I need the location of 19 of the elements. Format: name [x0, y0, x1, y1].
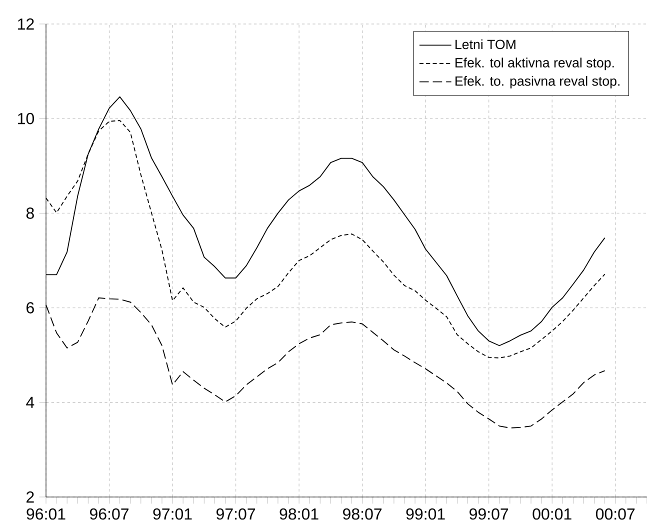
- x-tick-label: 00:07: [596, 508, 635, 520]
- x-tick-label: 98:07: [343, 508, 382, 520]
- x-tick-label: 98:01: [280, 508, 318, 520]
- x-tick-label: 97:01: [153, 508, 192, 520]
- x-tick-label: 99:01: [406, 508, 445, 520]
- y-tick-label: 6: [26, 302, 34, 314]
- x-tick-label: 97:07: [216, 508, 255, 520]
- y-tick-label: 12: [18, 18, 34, 30]
- x-tick-label: 96:07: [90, 508, 128, 520]
- legend-label: Letni TOM: [456, 39, 516, 50]
- legend-label: Efek. to. pasivna reval stop.: [456, 76, 620, 88]
- y-tick-label: 2: [26, 491, 34, 503]
- y-tick-label: 10: [18, 112, 34, 124]
- legend-label: Efek. tol aktivna reval stop.: [456, 58, 614, 70]
- y-tick-label: 8: [26, 208, 34, 219]
- x-tick-label: 00:01: [532, 508, 572, 520]
- y-tick-label: 4: [26, 396, 34, 408]
- x-tick-label: 99:07: [470, 508, 508, 520]
- x-tick-label: 96:01: [26, 508, 66, 520]
